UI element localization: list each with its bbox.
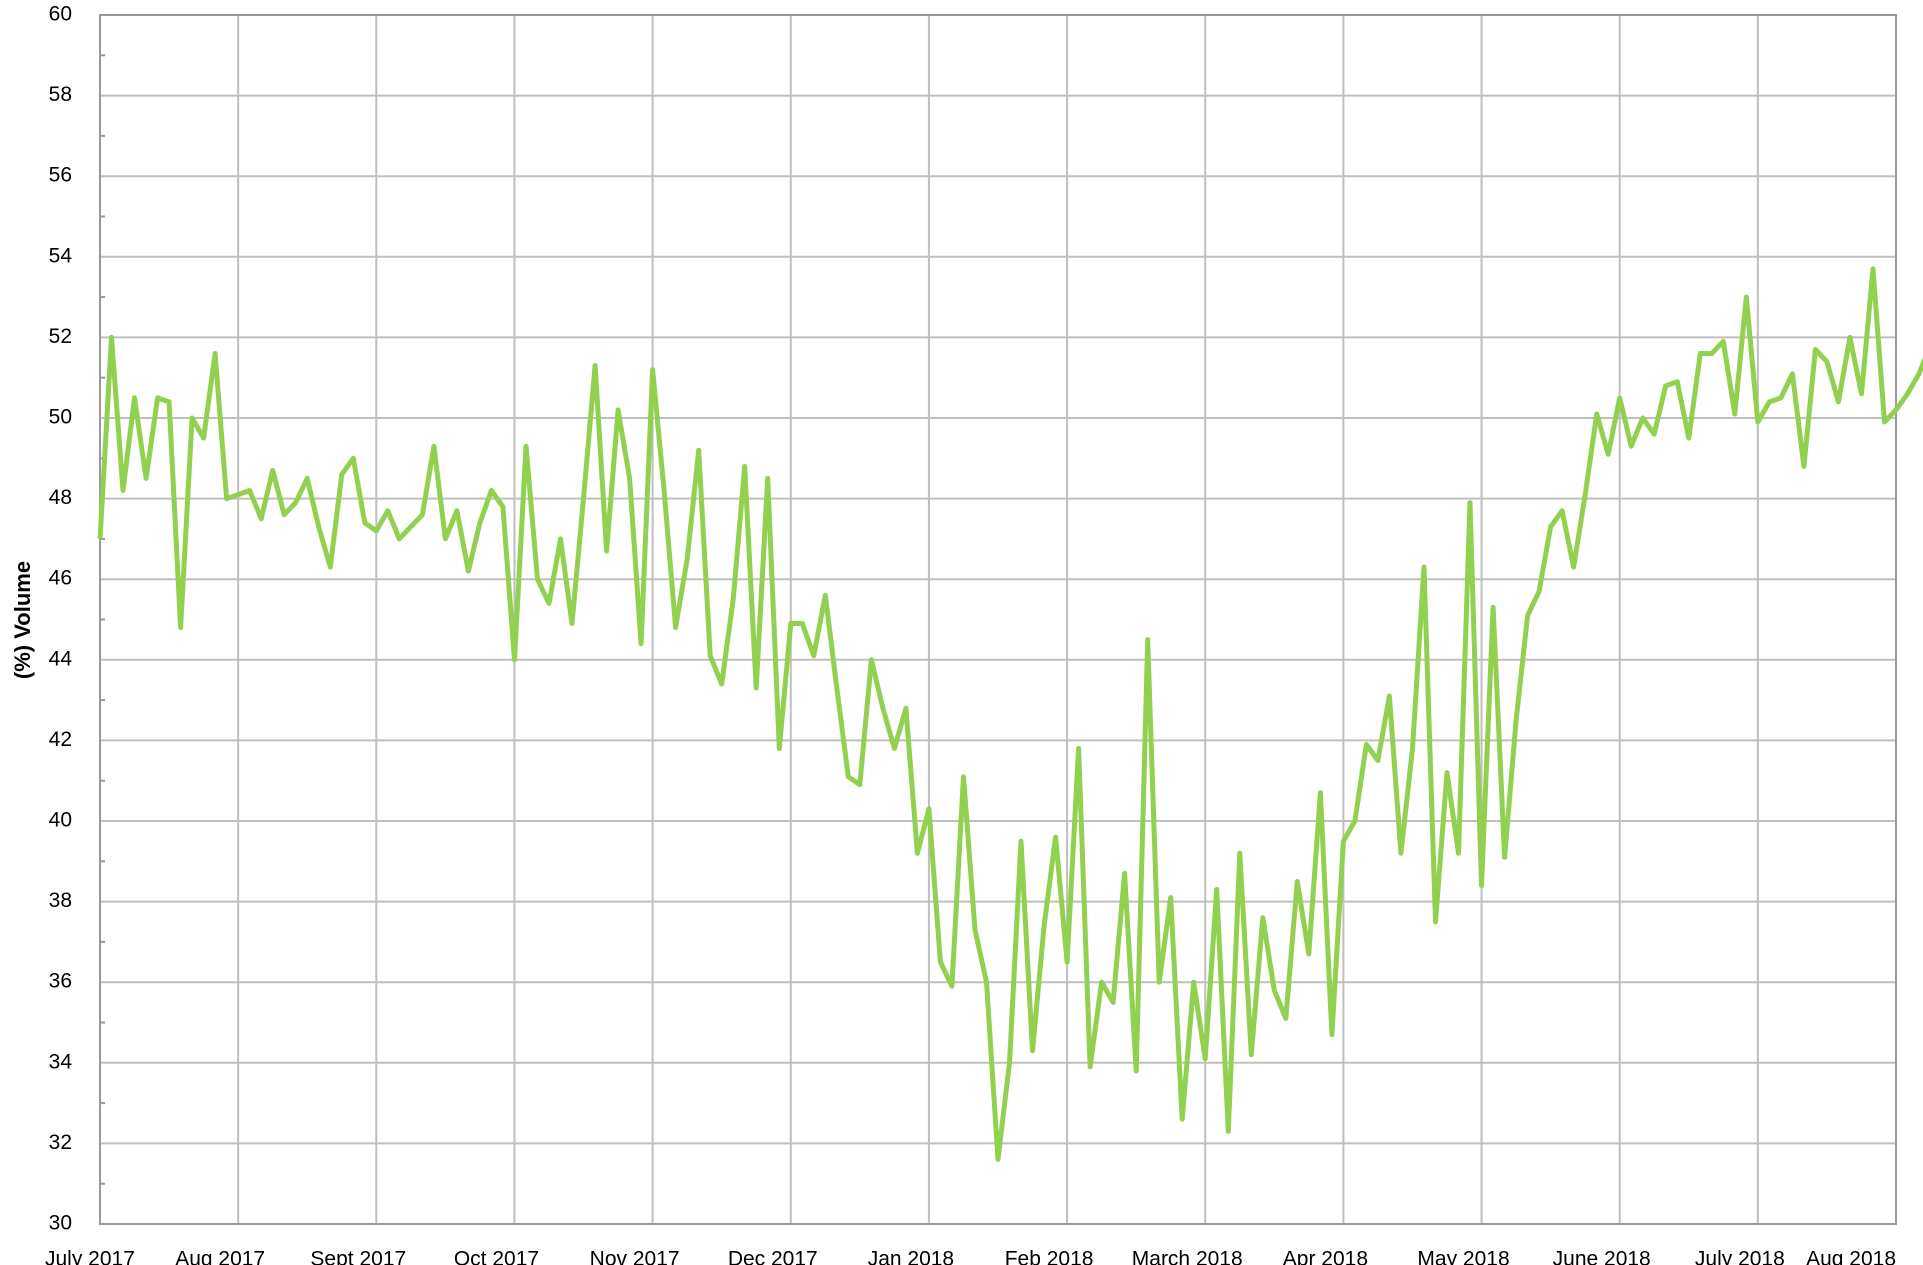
y-tick-label: 48 [49, 486, 72, 509]
y-tick-label: 58 [49, 83, 72, 106]
y-tick-label: 38 [49, 889, 72, 912]
x-tick-label: Aug 2018 [1806, 1248, 1896, 1265]
y-tick-label: 30 [49, 1212, 72, 1235]
y-tick-label: 52 [49, 325, 72, 348]
x-tick-label: Nov 2017 [590, 1248, 680, 1265]
y-tick-label: 40 [49, 809, 72, 832]
y-tick-label: 36 [49, 970, 72, 993]
y-tick-label: 46 [49, 567, 72, 590]
x-tick-label: Feb 2018 [1005, 1248, 1094, 1265]
x-tick-label: July 2018 [1695, 1248, 1785, 1265]
y-tick-label: 54 [49, 244, 73, 267]
x-tick-label: Sept 2017 [310, 1248, 406, 1265]
x-tick-label: March 2018 [1132, 1248, 1243, 1265]
y-tick-label: 32 [49, 1131, 72, 1154]
x-tick-label: Aug 2017 [175, 1248, 265, 1265]
y-tick-label: 60 [49, 3, 72, 26]
y-tick-label: 50 [49, 406, 72, 429]
y-tick-label: 44 [49, 647, 73, 670]
plot-border [99, 14, 1897, 1225]
x-tick-label: Apr 2018 [1283, 1248, 1368, 1265]
data-line [97, 266, 1923, 1162]
x-tick-label: July 2017 [45, 1248, 135, 1265]
x-tick-label: Dec 2017 [728, 1248, 818, 1265]
x-tick-label: May 2018 [1417, 1248, 1509, 1265]
x-tick-label: Jan 2018 [868, 1248, 954, 1265]
x-tick-label: June 2018 [1553, 1248, 1651, 1265]
x-tick-label: Oct 2017 [454, 1248, 539, 1265]
y-tick-label: 42 [49, 728, 72, 751]
y-axis-title: (%) Volume [10, 561, 35, 679]
y-tick-label: 56 [49, 164, 72, 187]
y-tick-label: 34 [49, 1050, 73, 1073]
